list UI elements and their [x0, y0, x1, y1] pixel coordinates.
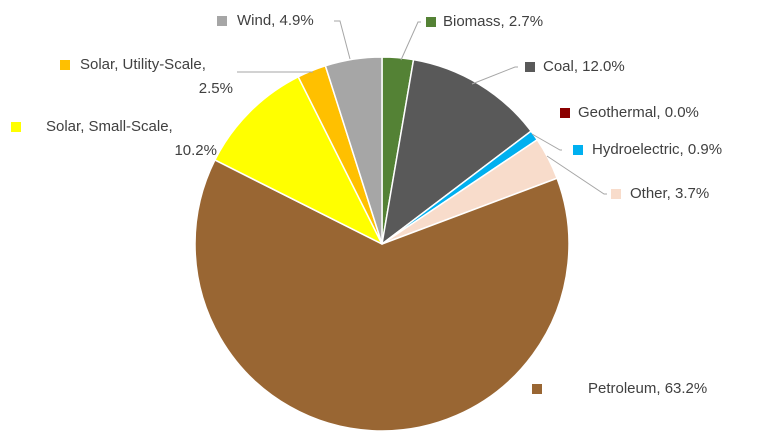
data-label-hydroelectric: Hydroelectric, 0.9%: [592, 141, 722, 158]
leader-line-hydroelectric: [531, 133, 562, 151]
data-label-wind: Wind, 4.9%: [237, 12, 314, 29]
pie-slice-petroleum: [194, 159, 570, 432]
leader-line-coal: [471, 66, 518, 85]
label-marker-wind: [217, 16, 227, 26]
data-label-petroleum: Petroleum, 63.2%: [588, 380, 707, 397]
pie-slice-wind: [324, 56, 383, 245]
pie-slice-coal: [381, 58, 532, 245]
label-marker-coal: [525, 62, 535, 72]
data-labels: Biomass, 2.7% Coal, 12.0% Geothermal, 0.0%…: [11, 12, 722, 397]
pie-slice-solar-small-scale: [214, 76, 383, 245]
leader-line-biomass: [400, 21, 421, 61]
leader-lines: [237, 20, 607, 195]
label-marker-solar-utility-scale: [60, 60, 70, 70]
data-label-solar-utility-scale-line2: 2.5%: [199, 80, 233, 97]
data-label-coal: Coal, 12.0%: [543, 58, 625, 75]
label-marker-hydroelectric: [573, 145, 583, 155]
data-label-biomass: Biomass, 2.7%: [443, 13, 543, 30]
label-marker-biomass: [426, 17, 436, 27]
data-label-other: Other, 3.7%: [630, 185, 709, 202]
data-label-geothermal: Geothermal, 0.0%: [578, 104, 699, 121]
label-marker-petroleum: [532, 384, 542, 394]
label-marker-other: [611, 189, 621, 199]
data-label-solar-utility-scale-line1: Solar, Utility-Scale,: [80, 56, 206, 73]
data-label-solar-small-scale-line2: 10.2%: [174, 142, 217, 159]
leader-line-other: [546, 155, 607, 195]
data-label-solar-small-scale-line1: Solar, Small-Scale,: [46, 118, 173, 135]
leader-line-wind: [334, 20, 351, 60]
label-marker-geothermal: [560, 108, 570, 118]
label-marker-solar-small-scale: [11, 122, 21, 132]
pie-slices: [194, 56, 570, 432]
